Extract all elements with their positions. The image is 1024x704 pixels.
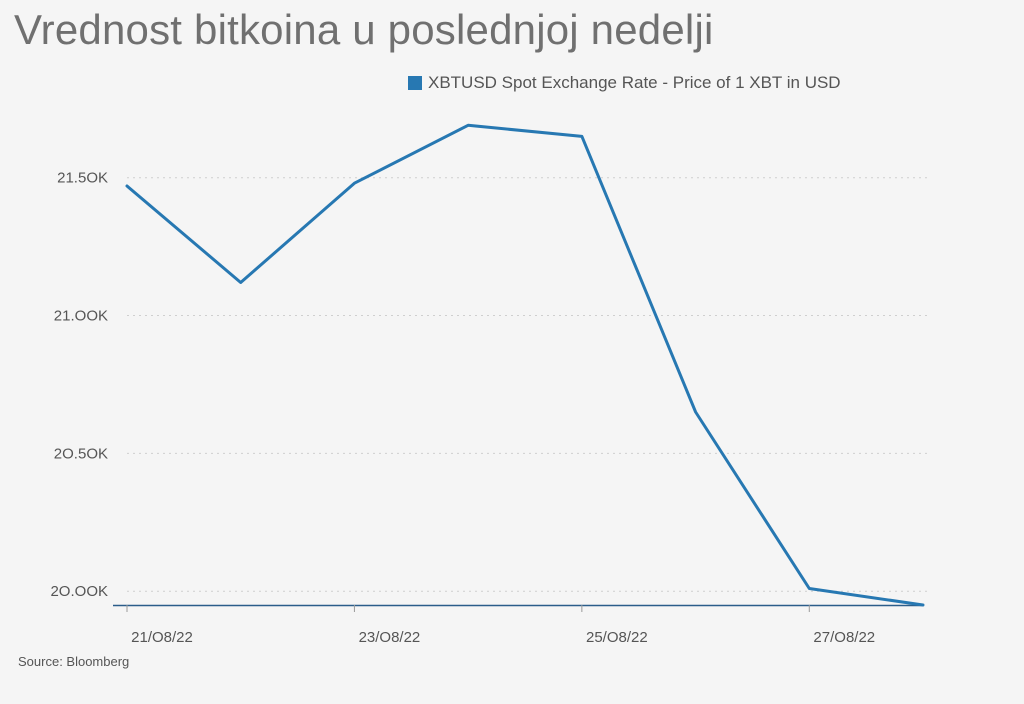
legend-label: XBTUSD Spot Exchange Rate - Price of 1 X…	[428, 73, 841, 92]
y-axis-labels: 2O.OOK 2O.5OK 21.OOK 21.5OK	[50, 170, 108, 601]
series-line	[125, 123, 925, 607]
y-tick-label: 2O.5OK	[54, 445, 108, 462]
x-axis-labels: 21/O8/22 23/O8/22 25/O8/22 27/O8/22	[131, 629, 875, 646]
legend-swatch	[408, 76, 422, 90]
source-note: Source: Bloomberg	[18, 654, 130, 669]
y-tick-label: 2O.OOK	[50, 583, 108, 600]
series-layer	[125, 123, 925, 607]
x-tick-label: 23/O8/22	[359, 629, 421, 646]
y-tick-label: 21.OOK	[54, 308, 108, 325]
legend: XBTUSD Spot Exchange Rate - Price of 1 X…	[408, 73, 841, 93]
x-tick-label: 21/O8/22	[131, 629, 193, 646]
x-tick-label: 27/O8/22	[813, 629, 875, 646]
x-tick-label: 25/O8/22	[586, 629, 648, 646]
y-tick-label: 21.5OK	[57, 170, 108, 187]
grid-lines	[127, 177, 928, 592]
chart-title: Vrednost bitkoina u poslednjoj nedelji	[14, 6, 714, 53]
x-axis	[113, 604, 923, 612]
